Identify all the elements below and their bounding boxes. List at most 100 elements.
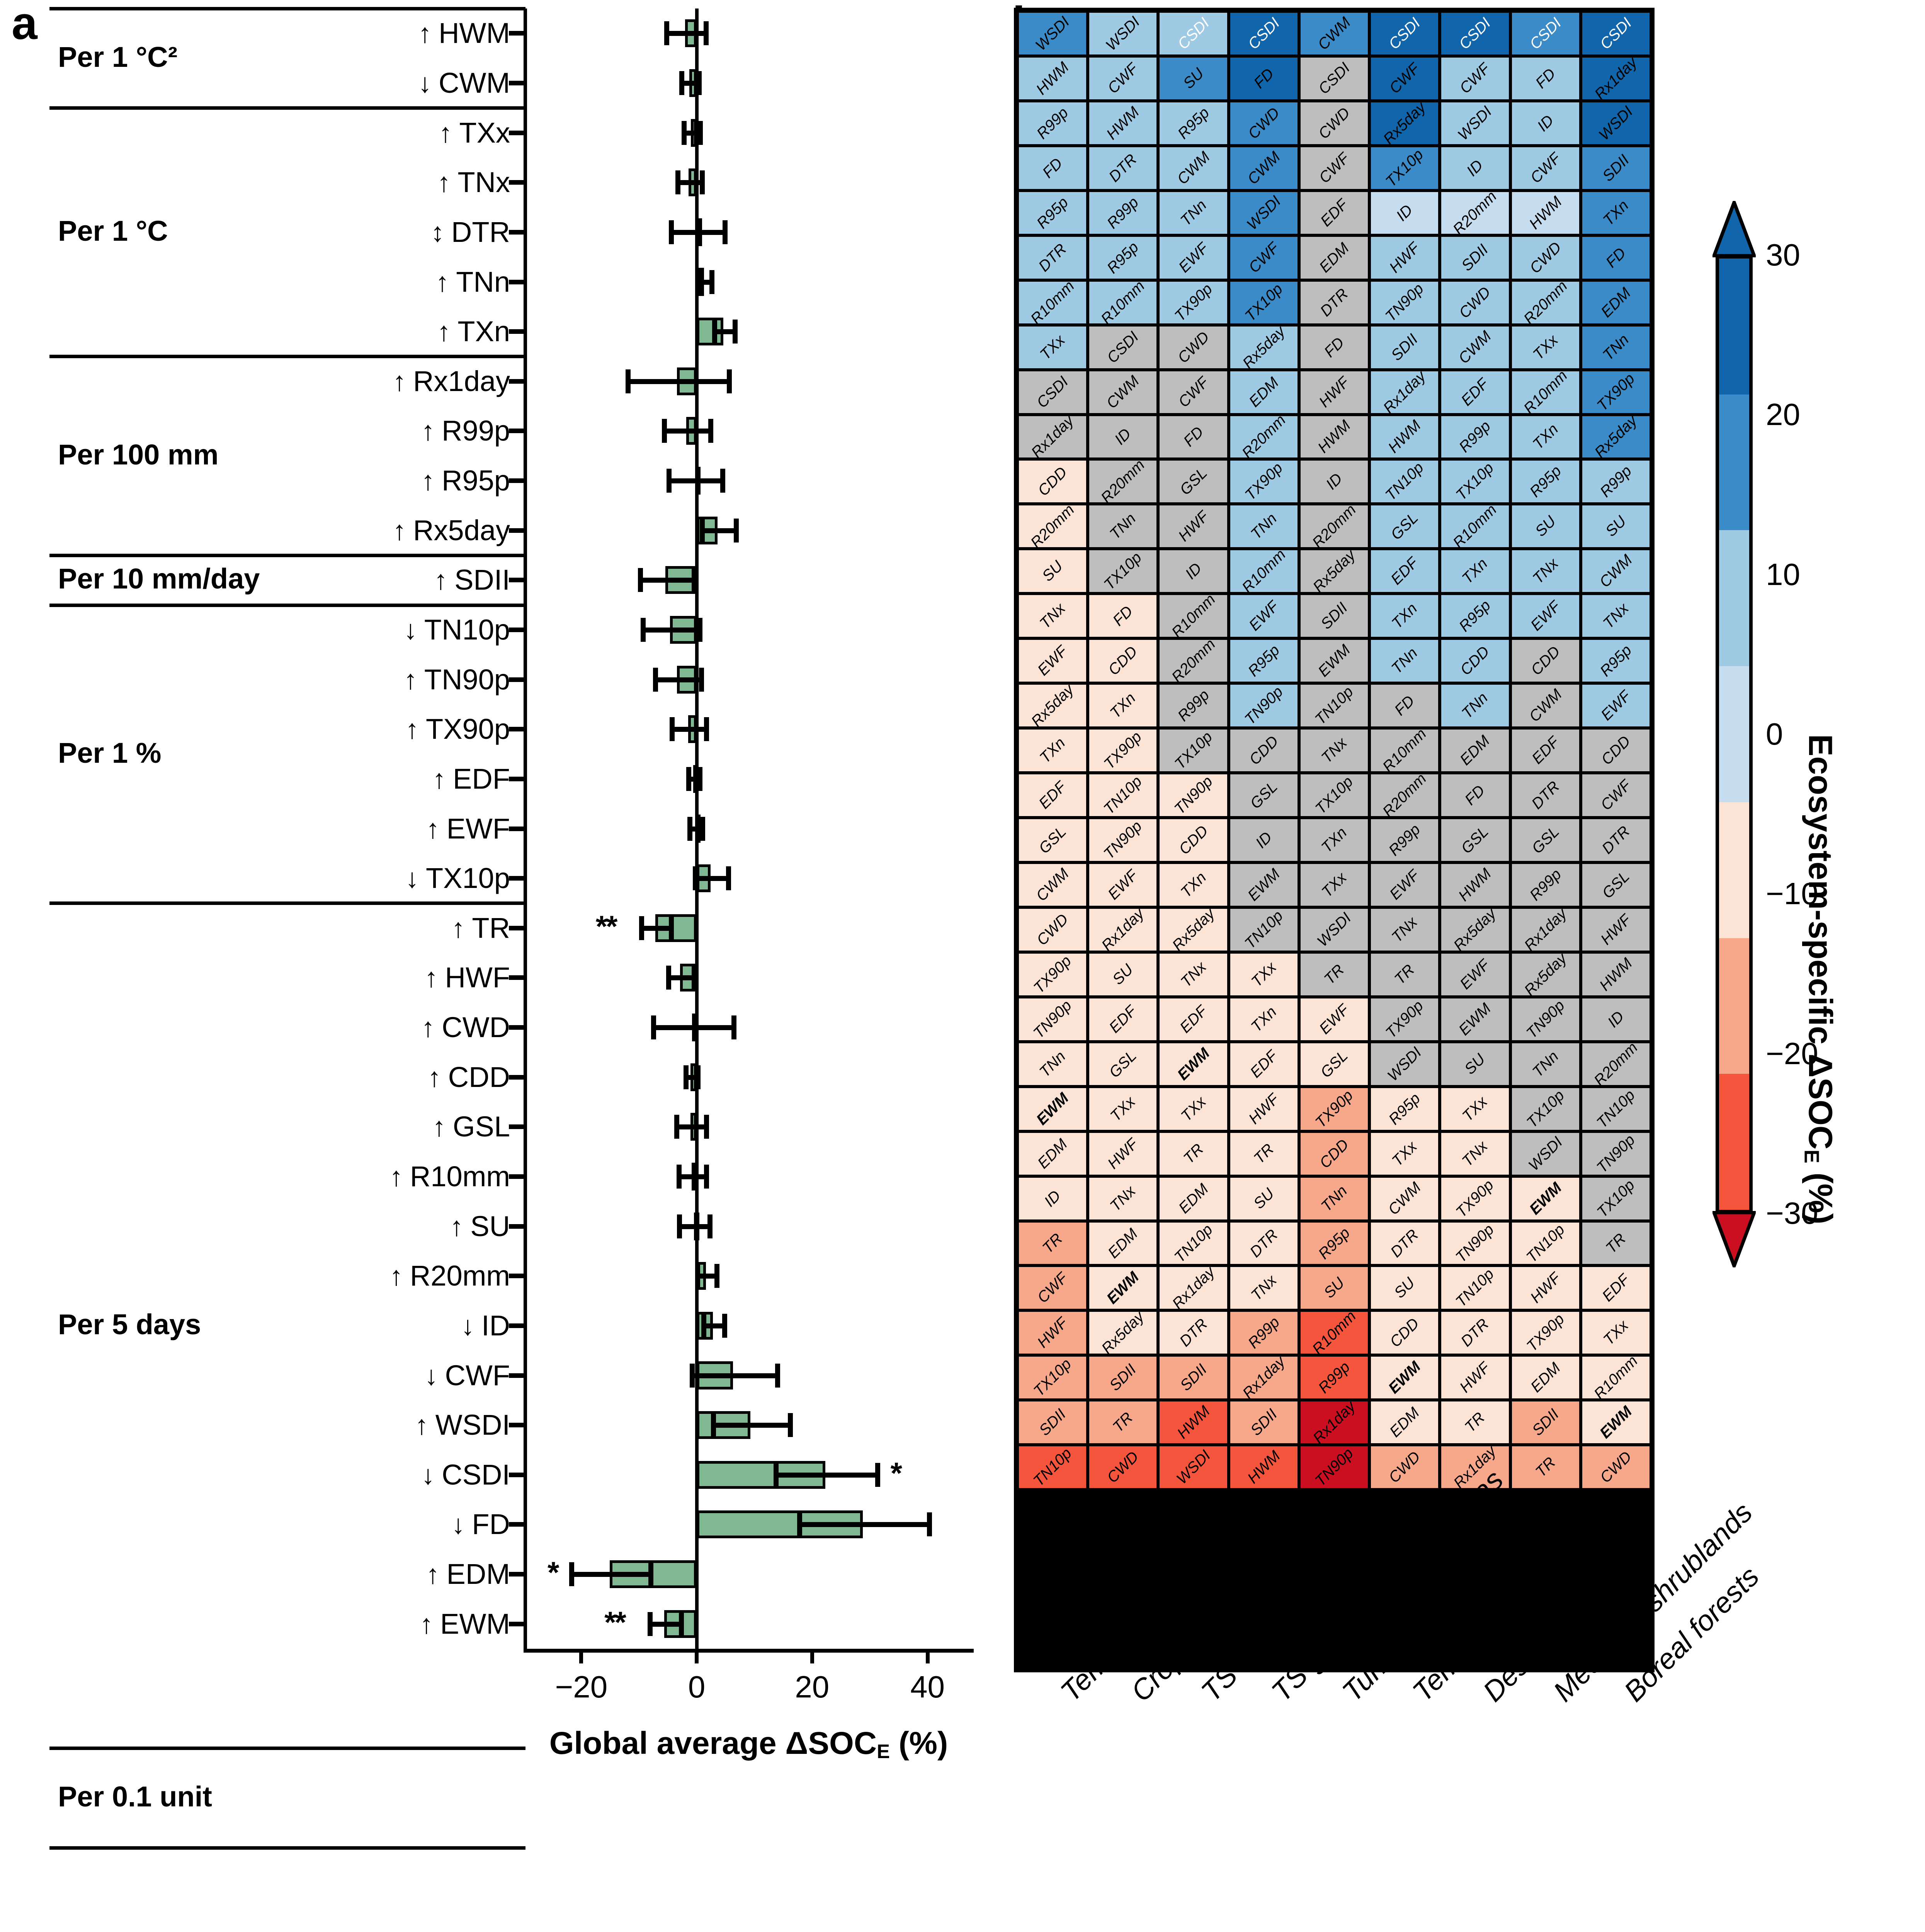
heatmap-cell: EWF	[1088, 862, 1158, 907]
heatmap-cell: R99p	[1299, 1355, 1370, 1400]
y-tick	[509, 1025, 524, 1030]
heatmap-cell: WSDI	[1088, 11, 1158, 56]
y-tick	[509, 130, 524, 135]
index-label-row: ↑ R99p	[270, 413, 510, 449]
heatmap-cell-label: TN90p	[1241, 683, 1286, 728]
error-bar	[664, 31, 706, 36]
heatmap-cell-label: EWM	[1456, 1000, 1495, 1039]
heatmap-cell-label: ID	[1604, 1008, 1627, 1031]
y-tick	[509, 1423, 524, 1428]
heatmap-cell-label: TNx	[1036, 600, 1069, 632]
heatmap-cell: DTR	[1017, 235, 1088, 280]
error-bar-cap	[775, 1363, 781, 1388]
index-name: FD	[472, 1508, 510, 1541]
heatmap-cell-label: TNn	[1036, 1048, 1069, 1080]
heatmap-cell-label: FD	[1462, 782, 1488, 809]
error-bar-cap	[687, 816, 693, 841]
heatmap-cell-label: TXx	[1177, 1093, 1209, 1125]
heatmap-cell-label: CDD	[1105, 643, 1141, 679]
heatmap-cell-label: FD	[1602, 244, 1629, 271]
trend-arrow-icon: ↑	[432, 1112, 446, 1142]
heatmap-grid: WSDI WSDI CSDI CSDI CWM CSDI CSDI CSDI CSDI HWM CW…	[1014, 8, 1655, 1672]
heatmap-cell-label: TXn	[1177, 869, 1210, 901]
heatmap-cell: TN90p	[1088, 818, 1158, 862]
heatmap-cell-label: TX90p	[1312, 1087, 1357, 1131]
bar-axis-left-spine	[524, 9, 527, 1649]
heatmap-cell: Rx1day	[1158, 1265, 1229, 1311]
trend-arrow-icon: ↓	[421, 1459, 435, 1490]
heatmap-cell: TNn	[1228, 504, 1299, 549]
heatmap-cell: HWF	[1299, 369, 1370, 415]
heatmap-cell: CDD	[1580, 728, 1651, 773]
heatmap-cell-label: R10mm	[1098, 280, 1148, 325]
group-divider	[49, 355, 525, 359]
heatmap-cell-label: TNn	[1599, 331, 1633, 364]
error-bar-cap	[927, 1512, 932, 1537]
heatmap-cell: EWM	[1299, 638, 1370, 684]
heatmap-cell-label: TX90p	[1171, 280, 1216, 325]
heatmap-cell: DTR	[1580, 818, 1651, 862]
heatmap-cell: HWM	[1299, 414, 1370, 459]
heatmap-cell: R20mm	[1510, 280, 1581, 325]
index-name: CDD	[448, 1061, 510, 1093]
heatmap-cell-label: EDM	[1105, 1225, 1141, 1262]
y-tick	[509, 1373, 524, 1378]
heatmap-cell-label: CWM	[1244, 148, 1284, 188]
heatmap-cell-label: TN90p	[1593, 1131, 1638, 1176]
heatmap-cell: WSDI	[1228, 190, 1299, 235]
error-bar-cap	[669, 220, 674, 244]
heatmap-cell-label: TXx	[1600, 1317, 1632, 1349]
heatmap-cell: EWF	[1158, 235, 1229, 280]
heatmap-cell: SU	[1228, 1176, 1299, 1221]
heatmap-cell-label: R95p	[1456, 597, 1494, 635]
heatmap-cell-label: TXn	[1036, 734, 1069, 767]
heatmap-cell: EDM	[1017, 1131, 1088, 1176]
heatmap-cell: EWF	[1440, 952, 1510, 997]
heatmap-cell: EWF	[1299, 997, 1370, 1042]
error-bar-cap	[691, 568, 697, 592]
heatmap-cell-label: TR	[1391, 961, 1418, 988]
heatmap-cell-label: R20mm	[1309, 504, 1360, 549]
heatmap-cell-label: R99p	[1597, 463, 1635, 501]
heatmap-cell-label: EDM	[1175, 1180, 1212, 1217]
error-bar-cap	[697, 767, 702, 791]
heatmap-cell: WSDI	[1580, 100, 1651, 146]
index-label-row: ↑ EWF	[270, 811, 510, 847]
colorbar-segment	[1719, 938, 1749, 1074]
index-label-row: ↓ ID	[270, 1308, 510, 1344]
index-name: HWF	[445, 961, 510, 994]
heatmap-cell-label: EDF	[1246, 1047, 1281, 1081]
heatmap-cell: TNx	[1088, 1176, 1158, 1221]
heatmap-cell: TNx	[1158, 952, 1229, 997]
heatmap-cell-label: EDF	[1388, 554, 1422, 588]
group-label: Per 10 mm/day	[58, 563, 260, 595]
trend-arrow-icon: ↑	[437, 316, 451, 347]
y-tick	[509, 1522, 524, 1527]
index-name: TNn	[456, 265, 510, 298]
heatmap-cell: R20mm	[1369, 773, 1440, 818]
index-name: SU	[470, 1210, 510, 1242]
heatmap-cell: TN10p	[1580, 1086, 1651, 1131]
colorbar-segment	[1719, 1074, 1749, 1210]
heatmap-cell: R99p	[1017, 100, 1088, 146]
heatmap-cell-label: R95p	[1033, 194, 1072, 232]
error-bar-cap	[712, 320, 718, 344]
panel-a: a Per 1 °C² Per 1 °C Per 100 mm Per 10 mm/d…	[12, 0, 974, 1850]
y-tick	[509, 826, 524, 831]
heatmap-cell: TN90p	[1580, 1131, 1651, 1176]
heatmap-cell: TXx	[1580, 1310, 1651, 1355]
heatmap-cell-label: FD	[1391, 692, 1418, 719]
panel-b: b WSDIWSDICSDICSDICWMCSDICSDICSDICSDIHWM…	[989, 0, 1925, 1932]
index-name: GSL	[452, 1111, 510, 1143]
heatmap-cell-label: TNn	[1177, 196, 1210, 230]
heatmap-cell: TX10p	[1017, 1355, 1088, 1400]
heatmap-cell-label: EWF	[1527, 598, 1564, 634]
heatmap-cell-label: R10mm	[1238, 549, 1289, 594]
heatmap-cell-label: WSDI	[1384, 1044, 1425, 1085]
heatmap-cell: SU	[1580, 504, 1651, 549]
error-bar-cap	[720, 469, 726, 493]
heatmap-cell: FD	[1510, 56, 1581, 101]
error-bar	[641, 627, 700, 633]
heatmap-cell: R10mm	[1369, 728, 1440, 773]
heatmap-cell: CDD	[1158, 818, 1229, 862]
